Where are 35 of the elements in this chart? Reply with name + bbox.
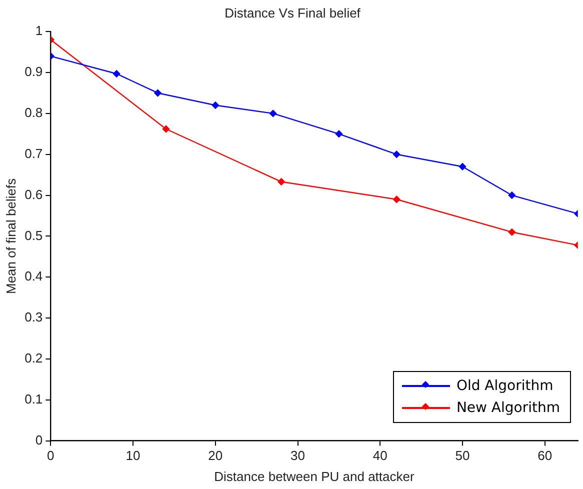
x-tick-label: 10 xyxy=(126,448,140,464)
point xyxy=(458,163,466,170)
x-tick-label: 40 xyxy=(372,448,388,464)
x-tick-label: 50 xyxy=(455,448,470,464)
x-tick-label: 60 xyxy=(538,448,552,464)
y-tick-label: 0.4 xyxy=(24,268,43,284)
y-axis-title: Mean of final beliefs xyxy=(3,178,18,294)
y-tick-label: 0 xyxy=(35,432,43,448)
point xyxy=(112,70,120,78)
x-tick-label: 30 xyxy=(290,448,305,464)
point xyxy=(335,130,343,138)
point xyxy=(278,178,285,186)
point xyxy=(154,89,162,97)
point xyxy=(508,192,516,199)
x-tick-label: 0 xyxy=(47,448,54,464)
y-tick-label: 0.5 xyxy=(24,228,43,243)
chart-title: Distance Vs Final belief xyxy=(224,5,361,20)
point xyxy=(162,125,170,133)
legend-label: Old Algorithm xyxy=(456,378,554,394)
point xyxy=(508,228,516,236)
y-tick-label: 0.2 xyxy=(24,350,43,366)
x-tick-label: 20 xyxy=(208,448,223,464)
point xyxy=(393,196,400,203)
y-tick-label: 0.1 xyxy=(24,391,43,406)
y-tick-label: 0.9 xyxy=(24,64,43,80)
y-tick-label: 0.8 xyxy=(24,105,43,120)
point xyxy=(269,110,277,118)
y-tick-label: 0.6 xyxy=(24,186,43,202)
y-tick-label: 0.3 xyxy=(24,310,43,325)
y-tick-label: 0.7 xyxy=(24,146,43,161)
y-tick-label: 1 xyxy=(35,23,43,38)
point xyxy=(212,102,219,109)
point xyxy=(393,150,400,158)
x-axis-title: Distance between PU and attacker xyxy=(214,468,415,484)
legend-label: New Algorithm xyxy=(456,400,560,416)
